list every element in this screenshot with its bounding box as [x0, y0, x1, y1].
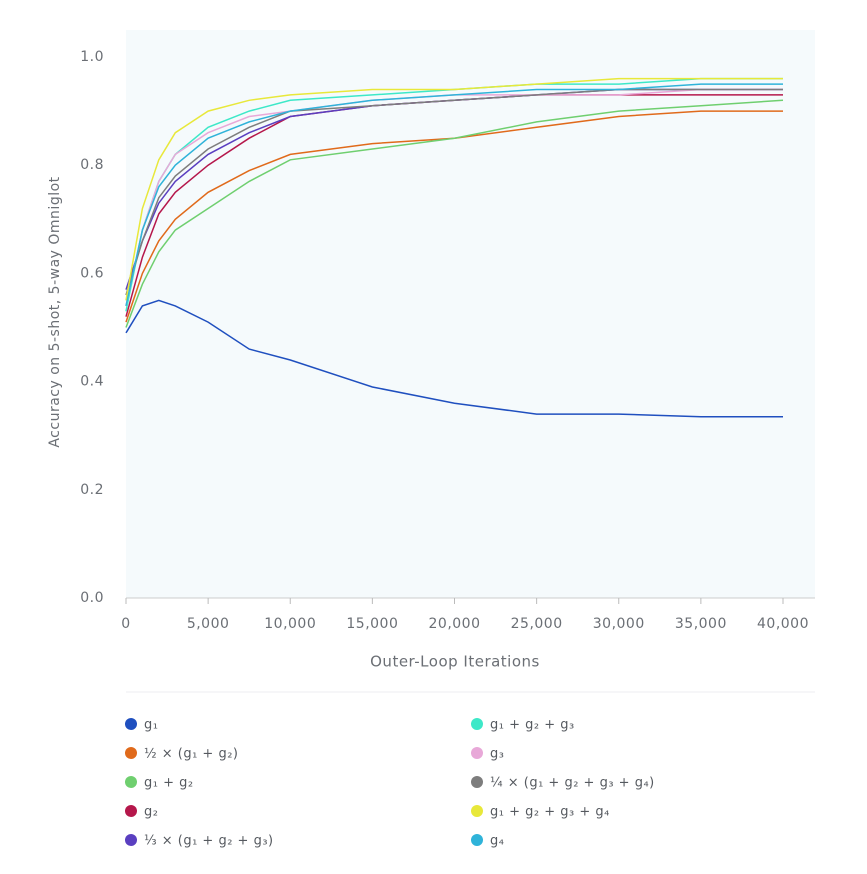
x-tick-label: 5,000: [187, 616, 230, 632]
legend-label: g₁ + g₂ + g₃ + g₄: [490, 805, 610, 820]
y-tick-label: 0.8: [80, 157, 104, 173]
series-line: [125, 83, 783, 307]
x-tick-label: 40,000: [757, 616, 809, 632]
series-line: [125, 110, 783, 323]
legend-label: ¼ × (g₁ + g₂ + g₃ + g₄): [490, 776, 655, 791]
x-tick-label: 10,000: [264, 616, 316, 632]
legend-marker: [471, 747, 483, 759]
x-tick-label: 20,000: [429, 616, 481, 632]
legend-marker: [125, 834, 137, 846]
legend-marker: [125, 776, 137, 788]
series-line: [125, 99, 784, 328]
legend-label: g₁ + g₂: [144, 776, 194, 791]
y-tick-label: 1.0: [80, 49, 104, 65]
x-tick-label: 35,000: [675, 616, 727, 632]
y-axis-title: Accuracy on 5-shot, 5-way Omniglot: [47, 176, 63, 447]
x-tick-label: 30,000: [593, 616, 645, 632]
legend-label: ½ × (g₁ + g₂): [144, 747, 239, 762]
x-axis-title: Outer-Loop Iterations: [370, 653, 540, 671]
x-tick-label: 25,000: [511, 616, 563, 632]
legend-marker: [125, 718, 137, 730]
legend-label: g₁ + g₂ + g₃: [490, 718, 575, 733]
legend-label: g₄: [490, 834, 504, 849]
series-line: [125, 77, 783, 301]
legend-marker: [471, 718, 483, 730]
legend: g₁ ½ × (g₁ + g₂) g₁ + g₂ g₂ ⅓ × (g₁ + g₂ + g…: [125, 718, 655, 849]
legend-marker: [471, 805, 483, 817]
legend-label: g₁: [144, 718, 158, 733]
y-tick-label: 0.4: [80, 374, 104, 390]
legend-label: g₂: [144, 805, 158, 820]
x-tick-label: 15,000: [346, 616, 398, 632]
x-tick-label: 0: [121, 616, 130, 632]
legend-marker: [125, 747, 137, 759]
y-tick-label: 0.2: [80, 482, 104, 498]
plot-background: [126, 30, 815, 598]
legend-label: ⅓ × (g₁ + g₂ + g₃): [144, 834, 274, 849]
legend-marker: [125, 805, 137, 817]
legend-marker: [471, 776, 483, 788]
y-tick-label: 0.0: [80, 590, 104, 606]
legend-label: g₃: [490, 747, 504, 762]
legend-marker: [471, 834, 483, 846]
y-tick-label: 0.6: [80, 265, 104, 281]
series-line: [125, 299, 783, 418]
